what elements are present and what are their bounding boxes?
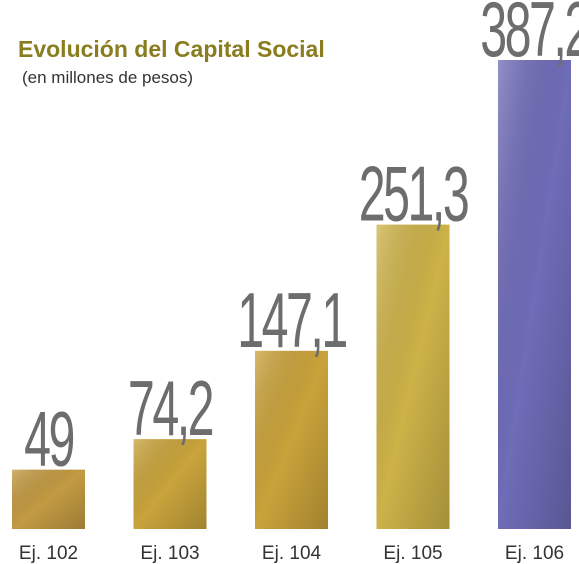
x-tick-label: Ej. 104 (262, 543, 322, 564)
value-label: 387,2 (480, 0, 579, 73)
bar-shade (12, 469, 85, 529)
value-label: 49 (24, 395, 73, 483)
bar-shade (376, 224, 450, 529)
x-tick-label: Ej. 106 (505, 543, 564, 564)
bar-shade (133, 439, 207, 529)
value-label: 251,3 (359, 150, 469, 238)
value-label: 147,1 (237, 276, 346, 364)
bar-shade (498, 60, 571, 529)
value-label: 74,2 (128, 364, 212, 452)
chart-subtitle: (en millones de pesos) (22, 68, 193, 87)
x-tick-label: Ej. 103 (140, 543, 199, 564)
chart-title: Evolución del Capital Social (18, 36, 325, 62)
bar-shade (255, 350, 328, 529)
x-tick-label: Ej. 105 (383, 543, 442, 564)
x-tick-label: Ej. 102 (19, 543, 78, 564)
